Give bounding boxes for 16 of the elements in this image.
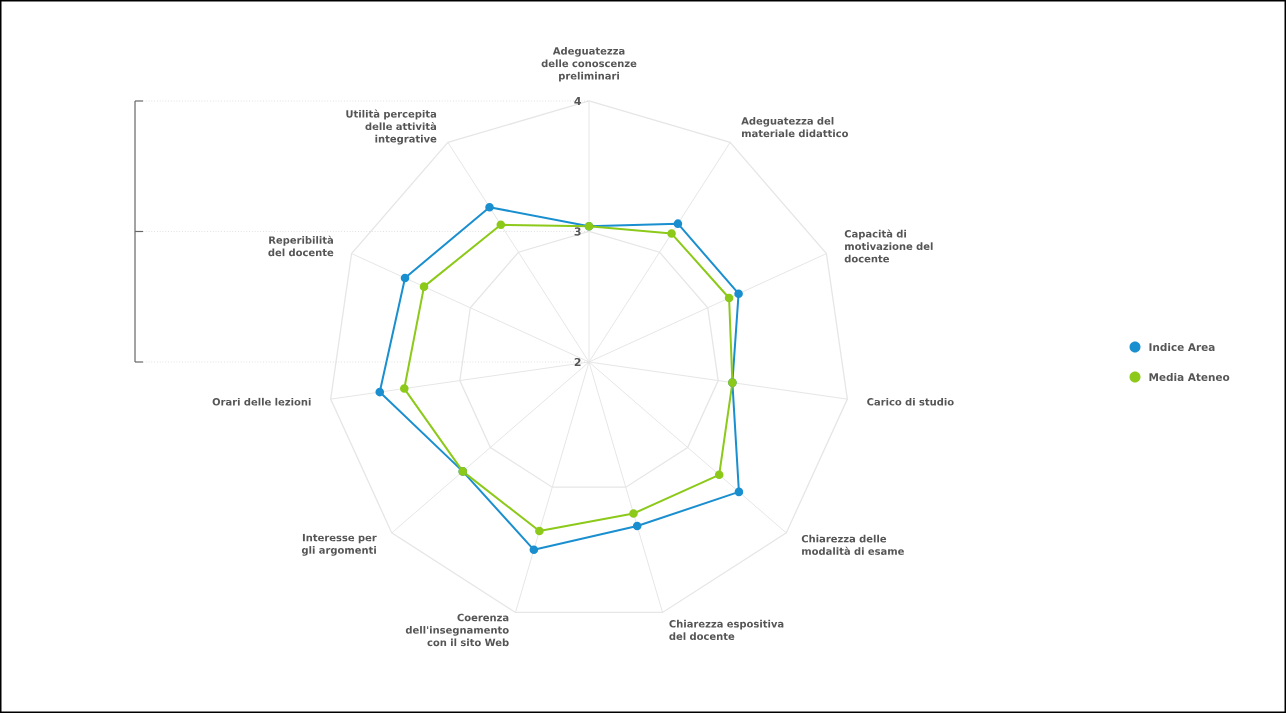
spoke-label: Chiarezza delle modalità di esame <box>801 534 904 555</box>
spoke-label: Orari delle lezioni <box>212 397 311 406</box>
spoke-label: Adeguatezza del materiale didattico <box>741 116 849 138</box>
spoke-label: Chiarezza espositiva del docente <box>669 619 784 641</box>
y-tick-label: 3 <box>574 227 581 236</box>
legend-label: Indice Area <box>1149 342 1215 352</box>
spoke-label: Interesse per gli argomenti <box>301 533 377 556</box>
spoke-label: Capacità di motivazione del docente <box>844 229 933 263</box>
spoke-label: Coerenza dell'insegnamento con il sito Web <box>405 613 509 647</box>
spoke-label: Adeguatezza delle conoscenze preliminari <box>541 46 637 82</box>
y-tick-label: 4 <box>574 97 581 105</box>
spoke-label: Utilità percepita delle attività integrative <box>346 109 437 145</box>
spoke-label: Reperibilità del docente <box>268 235 334 257</box>
spoke-label: Carico di studio <box>867 397 954 406</box>
legend-label: Media Ateneo <box>1149 372 1230 382</box>
y-tick-label: 2 <box>574 357 581 367</box>
